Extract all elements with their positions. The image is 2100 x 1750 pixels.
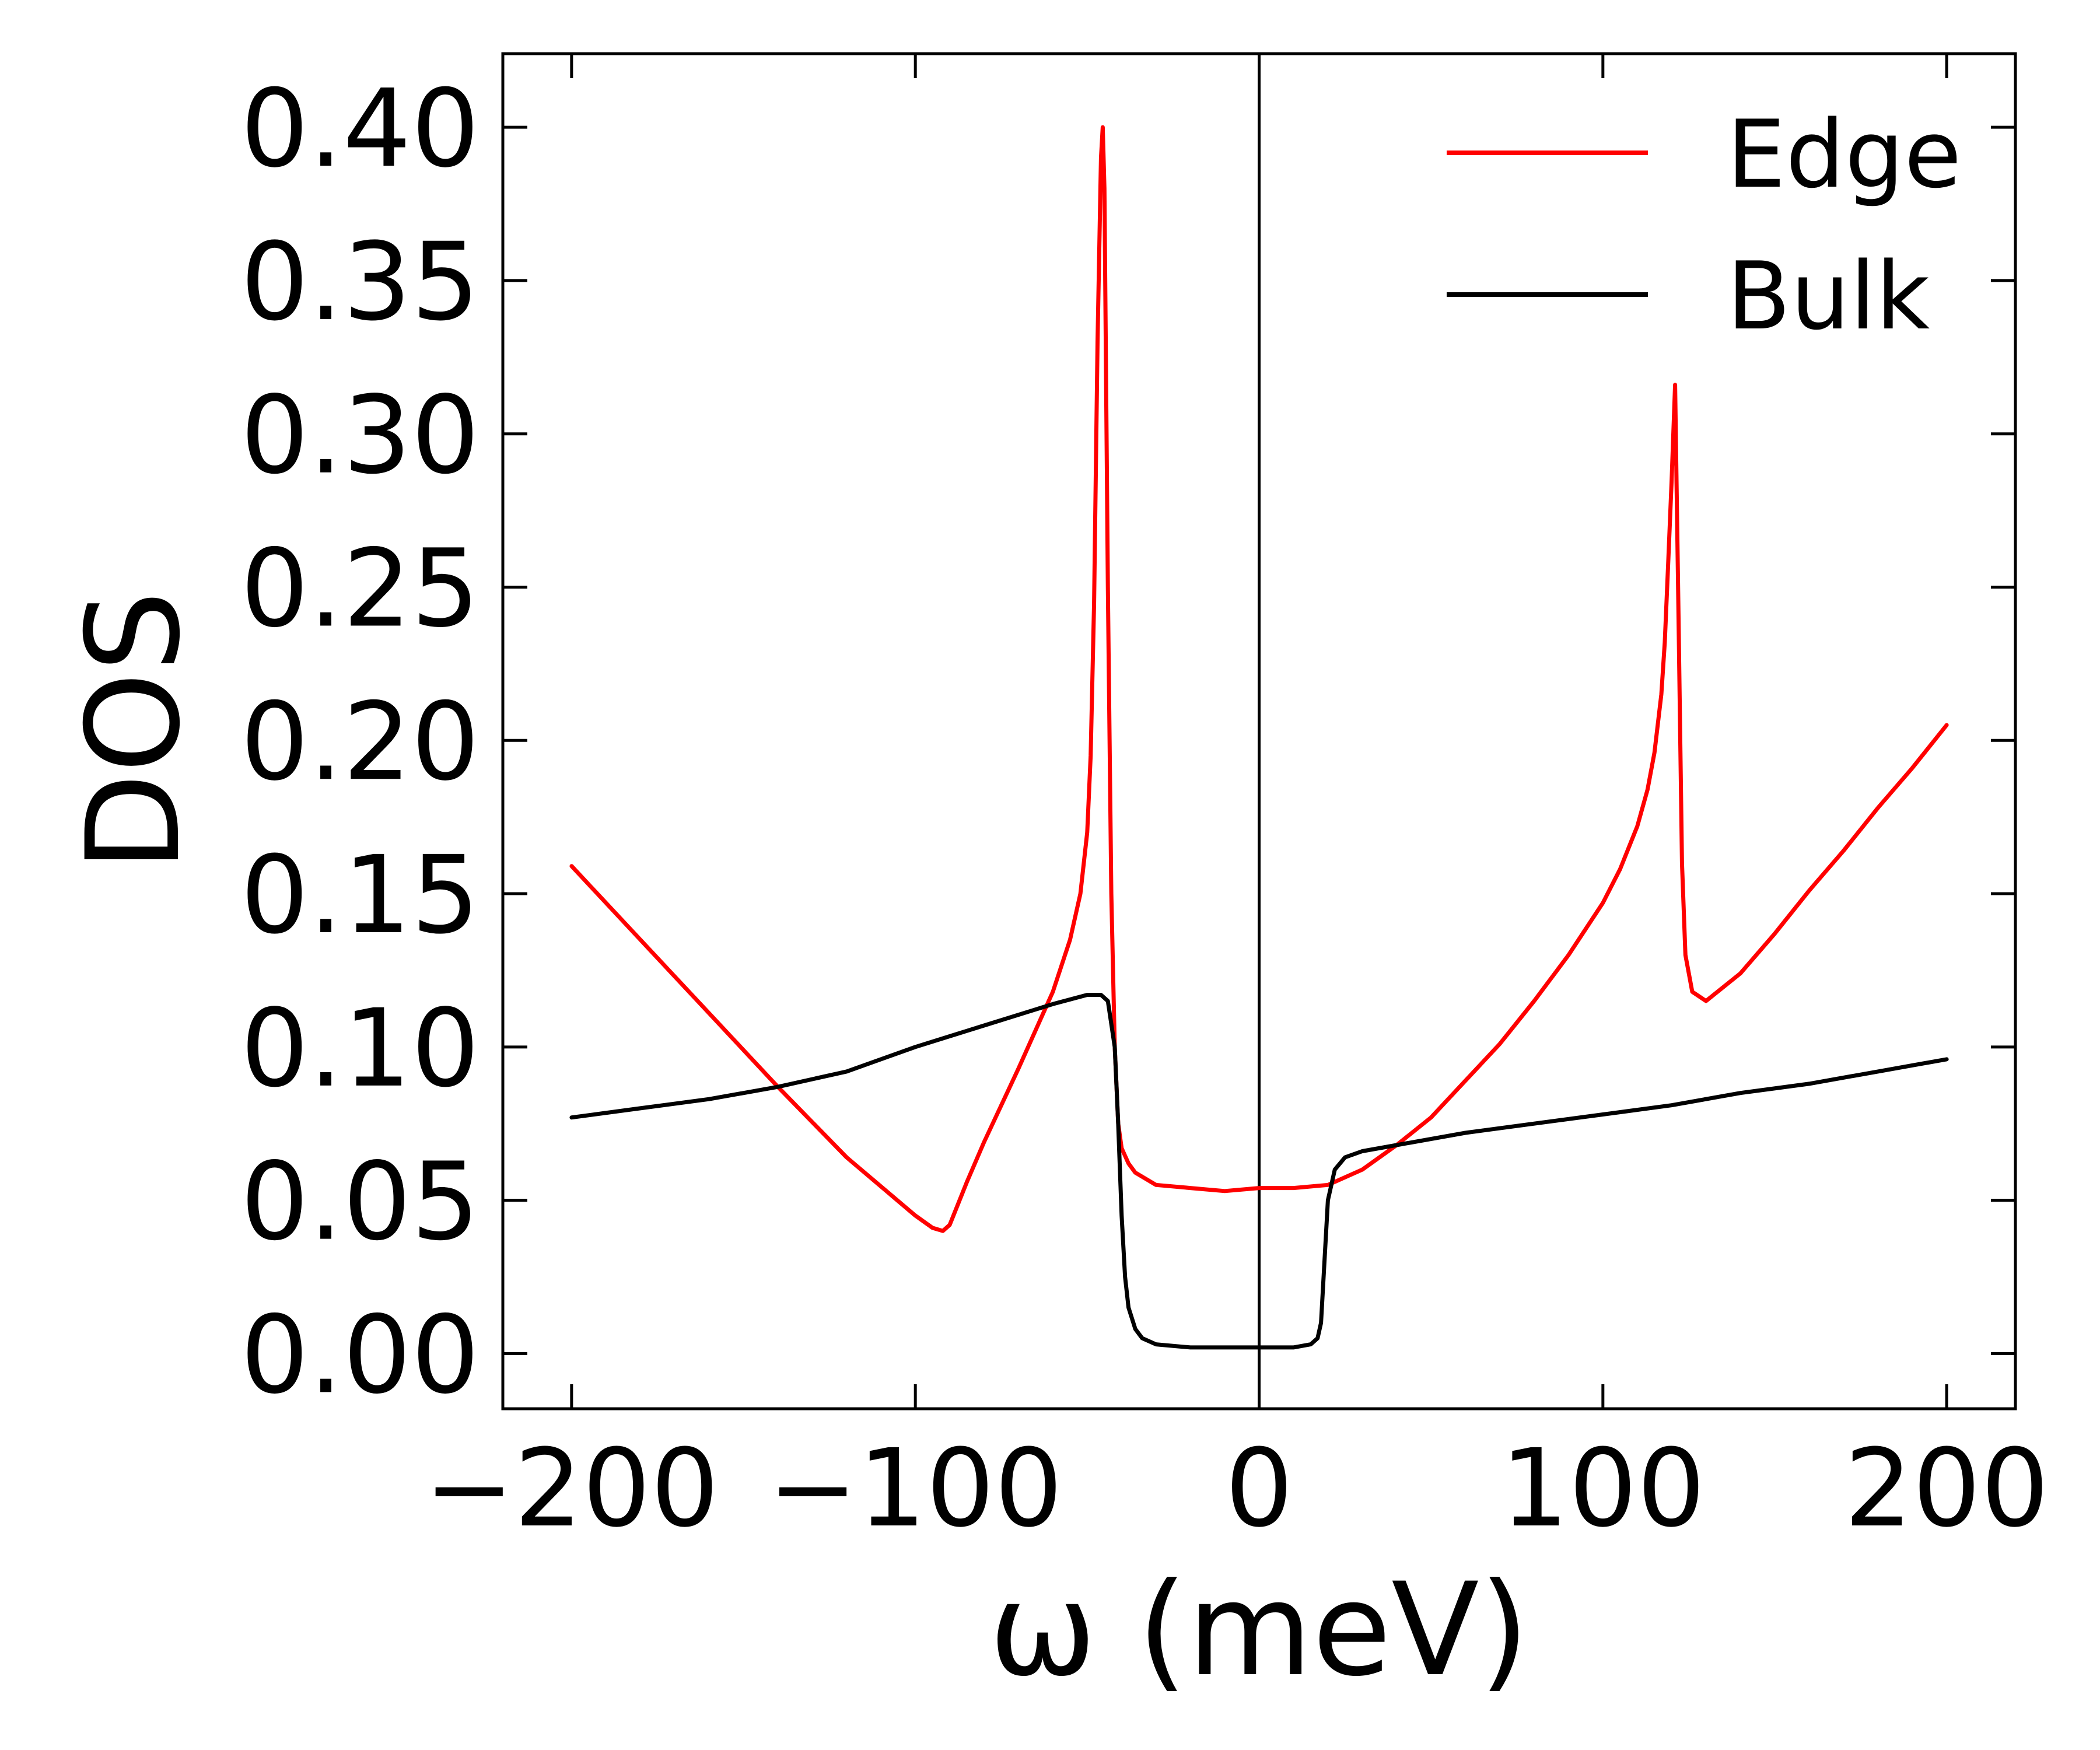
- x-tick-label: 0: [1225, 1426, 1293, 1551]
- y-tick-label: 0.20: [240, 680, 480, 804]
- plot-frame: [501, 52, 2017, 1410]
- legend: Edge Bulk: [1447, 100, 1962, 351]
- y-tick-label: 0.05: [240, 1140, 480, 1265]
- x-tick-label: −100: [768, 1426, 1062, 1551]
- series-line-bulk: [569, 993, 1949, 1350]
- y-tick-label: 0.15: [240, 833, 480, 958]
- x-tick-label: −200: [424, 1426, 719, 1551]
- y-axis-title: DOS: [59, 590, 208, 872]
- y-tick-label: 0.35: [240, 220, 480, 345]
- y-tick-label: 0.25: [240, 526, 480, 651]
- x-axis-title: ω (meV): [989, 1555, 1530, 1704]
- y-tick-label: 0.40: [240, 66, 480, 191]
- series-line-edge: [569, 125, 1949, 1233]
- x-tick-label: 200: [1845, 1426, 2049, 1551]
- y-tick-label: 0.10: [240, 986, 480, 1111]
- y-tick-label: 0.30: [240, 373, 480, 498]
- x-tick-label: 100: [1500, 1426, 1705, 1551]
- legend-label-bulk: Bulk: [1727, 242, 1930, 351]
- legend-label-edge: Edge: [1727, 100, 1962, 209]
- y-tick-label: 0.00: [240, 1293, 480, 1418]
